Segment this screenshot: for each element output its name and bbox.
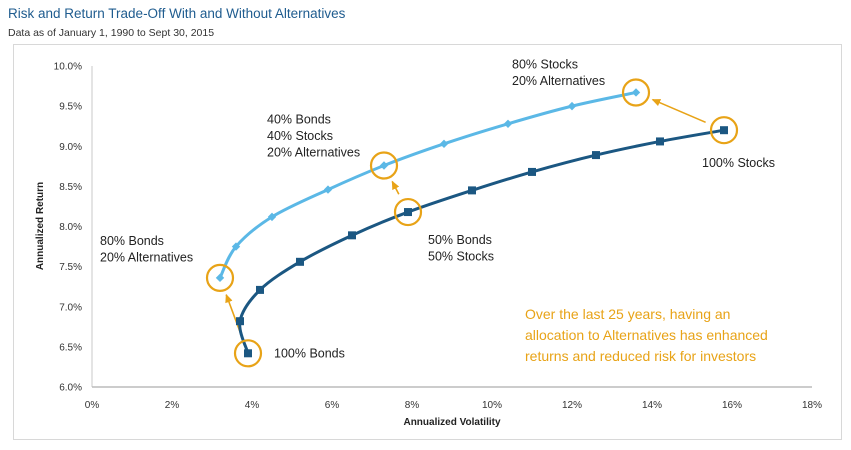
series-1-point bbox=[468, 186, 476, 195]
x-tick-label: 4% bbox=[245, 400, 260, 411]
x-tick-label: 2% bbox=[165, 400, 180, 411]
series-0-line bbox=[218, 90, 638, 280]
series-0-point bbox=[567, 101, 577, 111]
x-tick-label: 16% bbox=[722, 400, 742, 411]
annotation-label: 80% Stocks bbox=[512, 57, 578, 71]
series-1-point bbox=[656, 137, 664, 146]
series-0-point bbox=[439, 139, 449, 149]
series-0-point bbox=[631, 88, 641, 97]
x-tick-label: 8% bbox=[405, 400, 420, 411]
highlight-ring bbox=[393, 197, 423, 227]
y-axis-title: Annualized Return bbox=[35, 182, 46, 270]
x-axis-title: Annualized Volatility bbox=[403, 417, 500, 428]
annotation-arrow bbox=[651, 98, 706, 124]
annotation-label: 40% Stocks bbox=[267, 129, 333, 143]
annotation-label: 100% Bonds bbox=[274, 346, 345, 360]
annotation-label: 50% Bonds bbox=[428, 233, 492, 247]
series-0-point bbox=[323, 185, 333, 194]
chart-title: Risk and Return Trade-Off With and Witho… bbox=[8, 6, 346, 21]
y-tick-label: 9.5% bbox=[59, 102, 82, 113]
y-tick-label: 7.5% bbox=[59, 262, 82, 273]
series-1-line bbox=[238, 128, 726, 355]
series-layer bbox=[215, 88, 728, 358]
callout-line: returns and reduced risk for investors bbox=[525, 348, 756, 364]
callout-text: Over the last 25 years, having an allocat… bbox=[525, 306, 768, 364]
highlight-ring bbox=[233, 339, 263, 368]
annotation-label: 50% Stocks bbox=[428, 250, 494, 264]
annotation-label: 80% Bonds bbox=[100, 234, 164, 248]
y-tick-label: 7.0% bbox=[59, 302, 82, 313]
annotation-arrow bbox=[391, 180, 400, 195]
y-tick-label: 8.0% bbox=[59, 222, 82, 233]
chart-subtitle: Data as of January 1, 1990 to Sept 30, 2… bbox=[8, 27, 215, 39]
annotation-label: 20% Alternatives bbox=[100, 250, 193, 264]
highlight-ring bbox=[205, 263, 235, 292]
series-1-point bbox=[528, 167, 536, 176]
series-0-point bbox=[267, 212, 277, 222]
annotation-label: 100% Stocks bbox=[702, 156, 775, 170]
series-1-point bbox=[244, 349, 252, 358]
highlight-rings bbox=[205, 78, 739, 368]
series-1-point bbox=[236, 317, 244, 326]
x-tick-labels: 0% 2% 4% 6% 8% 10% 12% 14% 16% 18% bbox=[85, 400, 822, 411]
x-tick-label: 10% bbox=[482, 400, 502, 411]
series-1-point bbox=[592, 151, 600, 160]
highlight-ring bbox=[621, 78, 651, 107]
y-tick-label: 9.0% bbox=[59, 142, 82, 153]
series-1-point bbox=[296, 257, 304, 266]
series-1-point bbox=[348, 231, 356, 240]
series-1-point bbox=[720, 126, 728, 135]
point-annotations: 80% Bonds 20% Alternatives 40% Bonds 40% St… bbox=[100, 57, 775, 360]
series-0-point bbox=[503, 119, 513, 128]
series-1-point bbox=[256, 285, 264, 294]
x-tick-label: 6% bbox=[325, 400, 340, 411]
series-1-point bbox=[404, 208, 412, 217]
annotation-label: 20% Alternatives bbox=[267, 146, 360, 160]
y-tick-label: 10.0% bbox=[54, 62, 82, 73]
series-0-point bbox=[379, 161, 389, 170]
y-tick-labels: 6.0% 6.5% 7.0% 7.5% 8.0% 8.5% 9.0% 9.5% 10.0% bbox=[54, 62, 82, 394]
x-tick-label: 0% bbox=[85, 400, 100, 411]
annotation-label: 40% Bonds bbox=[267, 113, 331, 127]
y-tick-label: 6.0% bbox=[59, 383, 82, 394]
annotation-label: 20% Alternatives bbox=[512, 74, 605, 88]
series-0-point bbox=[215, 273, 225, 283]
x-tick-label: 12% bbox=[562, 400, 582, 411]
highlight-ring bbox=[709, 116, 739, 145]
series-0-point bbox=[231, 242, 241, 251]
y-tick-label: 6.5% bbox=[59, 342, 82, 353]
callout-line: allocation to Alternatives has enhanced bbox=[525, 327, 768, 343]
x-tick-label: 14% bbox=[642, 400, 662, 411]
chart-frame bbox=[13, 44, 842, 440]
callout-line: Over the last 25 years, having an bbox=[525, 306, 730, 322]
x-tick-label: 18% bbox=[802, 400, 822, 411]
y-tick-label: 8.5% bbox=[59, 182, 82, 193]
highlight-ring bbox=[369, 151, 399, 180]
